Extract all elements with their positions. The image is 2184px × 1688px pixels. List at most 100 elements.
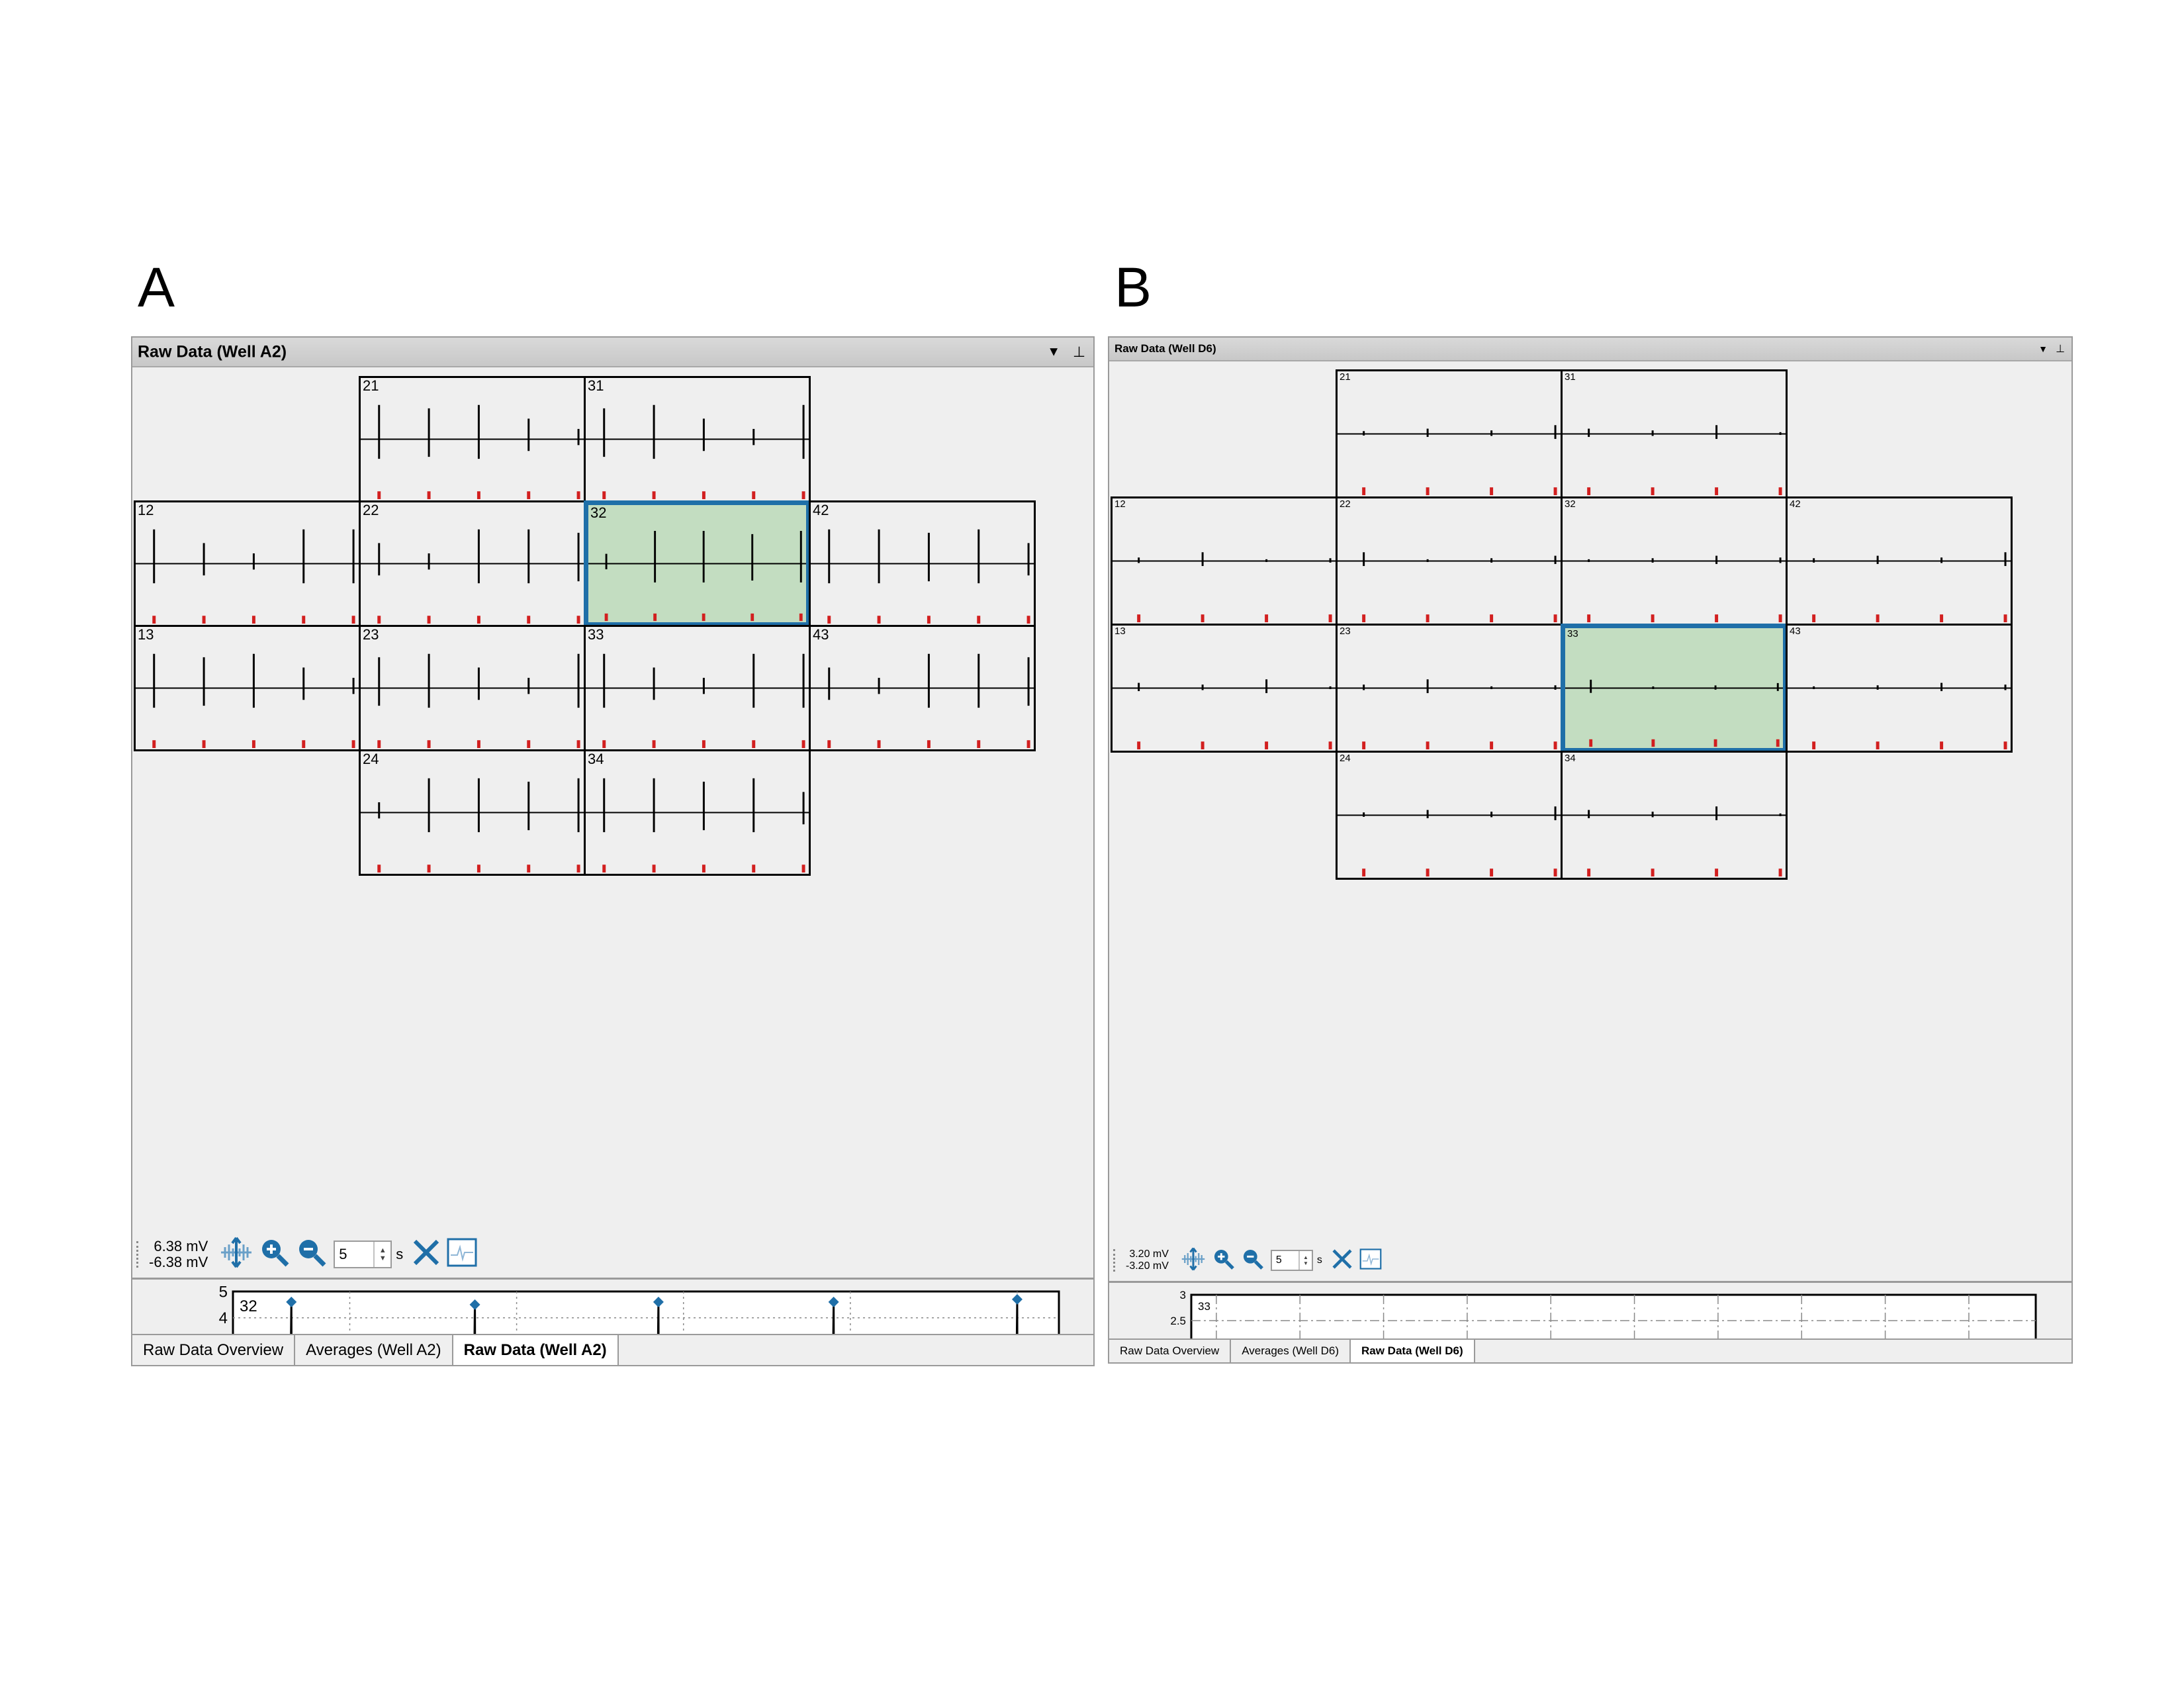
channel-cell-13[interactable]: 13: [134, 625, 361, 751]
detection-marker: [702, 740, 705, 749]
detection-marker: [602, 865, 606, 873]
channel-cell-43[interactable]: 43: [1786, 624, 2013, 753]
channel-cell-12[interactable]: 12: [134, 500, 361, 627]
detection-marker: [1137, 741, 1141, 750]
detection-marker: [1201, 741, 1205, 750]
auto-scale-icon[interactable]: [220, 1237, 253, 1272]
channel-cell-31[interactable]: 31: [584, 376, 811, 502]
detection-marker: [527, 491, 531, 500]
detection-marker: [1587, 614, 1591, 623]
electrode-grid: 21 31 12 22 32 42 13 23 33 43 24 34: [132, 371, 1093, 1231]
trace-view-icon[interactable]: [1359, 1248, 1382, 1273]
detection-marker: [1490, 741, 1494, 750]
detection-marker: [1201, 614, 1205, 623]
channel-cell-34[interactable]: 34: [584, 749, 811, 876]
detection-marker: [1778, 487, 1782, 496]
channel-trace: [361, 778, 584, 873]
detection-marker: [1812, 614, 1816, 623]
detection-marker: [576, 616, 580, 624]
channel-cell-32[interactable]: 32: [584, 500, 811, 627]
channel-cell-13[interactable]: 13: [1111, 624, 1338, 753]
time-window-value[interactable]: 5: [339, 1246, 347, 1262]
channel-cell-33[interactable]: 33: [584, 625, 811, 751]
spike-marker[interactable]: [469, 1299, 480, 1310]
time-window-spinner[interactable]: 5 ▲ ▼: [1270, 1250, 1313, 1271]
time-window-spinner[interactable]: 5 ▲ ▼: [334, 1241, 392, 1268]
spike-marker[interactable]: [828, 1296, 839, 1307]
channel-cell-12[interactable]: 12: [1111, 496, 1338, 626]
detection-marker: [752, 491, 756, 500]
spinner-arrows[interactable]: ▲ ▼: [373, 1242, 390, 1267]
channel-cell-31[interactable]: 31: [1561, 369, 1788, 498]
auto-scale-icon[interactable]: [1181, 1247, 1206, 1274]
channel-cell-22[interactable]: 22: [359, 500, 586, 627]
clear-x-icon[interactable]: [1332, 1248, 1353, 1273]
channel-trace: [811, 653, 1034, 749]
channel-cell-24[interactable]: 24: [359, 749, 586, 876]
detection-marker: [1426, 741, 1430, 750]
detection-marker: [1553, 868, 1557, 877]
detection-marker: [799, 613, 803, 622]
clear-x-icon[interactable]: [412, 1239, 440, 1270]
pin-icon[interactable]: ⊥: [2056, 344, 2065, 355]
trace-view-icon[interactable]: [447, 1238, 477, 1271]
channel-cell-33[interactable]: 33: [1561, 624, 1788, 753]
detection-marker: [351, 616, 355, 624]
toolbar-grip[interactable]: [136, 1241, 141, 1268]
window-titlebar: Raw Data (Well D6) ▼ ⊥: [1109, 338, 2071, 361]
spike-marker[interactable]: [653, 1296, 664, 1307]
tab-averages-well-a2[interactable]: Averages (Well A2): [295, 1335, 453, 1365]
zoom-in-icon[interactable]: [259, 1237, 290, 1272]
channel-cell-32[interactable]: 32: [1561, 496, 1788, 626]
detection-marker: [827, 740, 831, 749]
time-window-value[interactable]: 5: [1275, 1254, 1282, 1266]
channel-cell-21[interactable]: 21: [359, 376, 586, 502]
detection-marker: [576, 491, 580, 500]
detection-marker: [602, 740, 606, 749]
channel-label: 31: [1565, 371, 1576, 383]
detection-marker: [351, 740, 355, 749]
window-title: Raw Data (Well D6): [1115, 342, 1216, 355]
channel-cell-43[interactable]: 43: [809, 625, 1036, 751]
tab-raw-data-overview[interactable]: Raw Data Overview: [1109, 1340, 1232, 1362]
zoom-out-icon[interactable]: [1242, 1248, 1264, 1274]
spinner-arrows[interactable]: ▲ ▼: [1298, 1251, 1312, 1270]
spike-marker[interactable]: [286, 1296, 297, 1307]
channel-cell-23[interactable]: 23: [359, 625, 586, 751]
channel-cell-42[interactable]: 42: [1786, 496, 2013, 626]
channel-cell-21[interactable]: 21: [1336, 369, 1563, 498]
zoom-out-icon[interactable]: [296, 1237, 327, 1272]
tab-averages-well-d6[interactable]: Averages (Well D6): [1231, 1340, 1351, 1362]
pin-icon[interactable]: ⊥: [1072, 343, 1085, 360]
window-titlebar: Raw Data (Well A2) ▼ ⊥: [132, 338, 1093, 367]
channel-cell-24[interactable]: 24: [1336, 751, 1563, 880]
channel-cell-42[interactable]: 42: [809, 500, 1036, 627]
raw-data-window-b: Raw Data (Well D6) ▼ ⊥ 21 31 12 22 32 42 13 23 3…: [1108, 336, 2073, 1364]
channel-label: 33: [1567, 628, 1578, 639]
detection-marker: [751, 613, 754, 622]
grid-toolbar: 6.38 mV -6.38 mV 5 ▲ ▼ s: [136, 1236, 484, 1273]
channel-trace: [1113, 552, 1336, 623]
channel-cell-22[interactable]: 22: [1336, 496, 1563, 626]
tab-raw-data-well-a2[interactable]: Raw Data (Well A2): [453, 1335, 619, 1365]
spike-marker[interactable]: [1011, 1293, 1023, 1305]
dropdown-arrow-icon[interactable]: ▼: [1047, 344, 1060, 359]
channel-label: 23: [363, 626, 379, 643]
detection-marker: [427, 865, 431, 873]
detection-marker: [477, 865, 480, 873]
dropdown-arrow-icon[interactable]: ▼: [2038, 344, 2048, 354]
detection-marker: [1362, 868, 1366, 877]
channel-cell-34[interactable]: 34: [1561, 751, 1788, 880]
channel-cell-23[interactable]: 23: [1336, 624, 1563, 753]
y-tick-label: 5: [219, 1283, 228, 1301]
detection-marker: [702, 613, 705, 622]
detection-marker: [1715, 614, 1719, 623]
detection-marker: [1715, 868, 1719, 877]
toolbar-grip[interactable]: [1113, 1249, 1118, 1272]
detection-marker: [1328, 741, 1332, 750]
zoom-in-icon[interactable]: [1212, 1248, 1235, 1274]
tab-raw-data-overview[interactable]: Raw Data Overview: [132, 1335, 296, 1365]
detection-marker: [1776, 739, 1780, 747]
detection-marker: [604, 613, 608, 622]
tab-raw-data-well-d6[interactable]: Raw Data (Well D6): [1350, 1340, 1475, 1362]
